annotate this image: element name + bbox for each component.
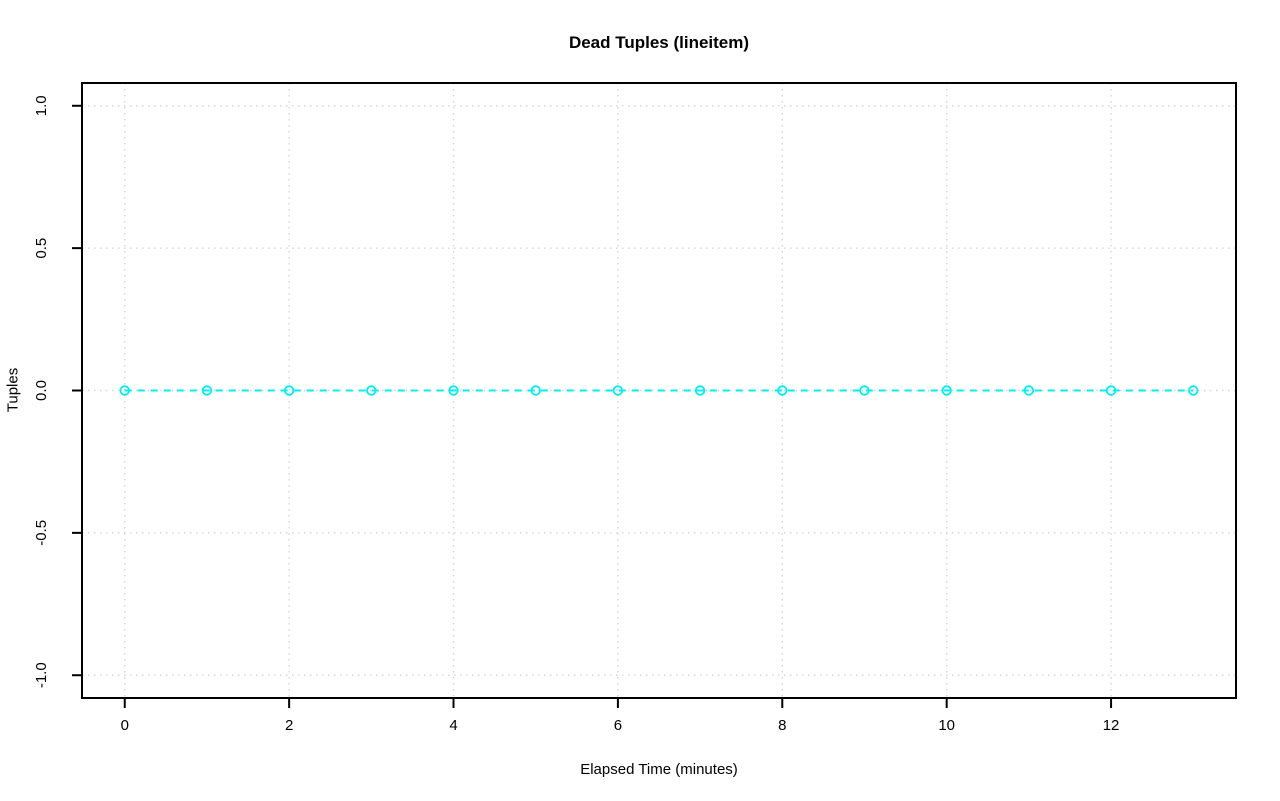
data-point [201,385,213,396]
y-tick-label: -0.5 [33,520,50,546]
y-tick-labels: -1.0 -0.5 0.0 0.5 1.0 [33,95,50,688]
data-point [283,385,295,396]
y-tick-label: -1.0 [33,662,50,688]
x-tick-label: 2 [285,717,293,734]
data-point [612,385,624,396]
y-tick-label: 0.0 [33,380,50,401]
x-tick-labels: 0 2 4 6 8 10 12 [121,717,1120,734]
data-point [777,385,788,396]
data-point [694,385,706,396]
data-point [859,385,870,396]
data-point [530,385,541,396]
y-tick-label: 1.0 [33,95,50,116]
x-tick-label: 12 [1103,717,1120,734]
x-axis-label: Elapsed Time (minutes) [580,761,738,778]
x-tick-label: 0 [121,717,129,734]
plot-border [81,82,1237,699]
data-point [941,385,952,396]
data-point [119,385,130,396]
axis-ticks [72,104,1113,708]
data-series [119,385,1199,396]
data-point [1023,385,1035,396]
data-point [448,385,459,396]
data-point [366,385,377,396]
y-tick-label: 0.5 [33,238,50,259]
data-point [1105,385,1117,396]
x-tick-label: 8 [778,717,786,734]
x-tick-label: 4 [449,717,457,734]
x-tick-label: 6 [614,717,622,734]
x-tick-label: 10 [938,717,955,734]
data-point [1188,385,1199,396]
chart-title: Dead Tuples (lineitem) [568,33,750,52]
